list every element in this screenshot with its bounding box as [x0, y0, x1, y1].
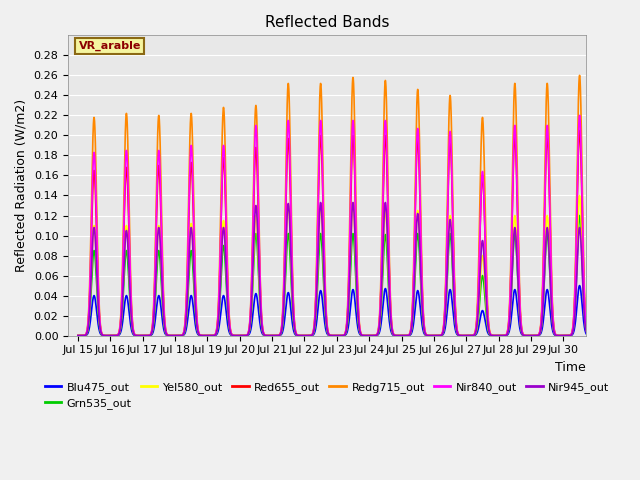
Blu475_out	[513, 296, 520, 302]
Redg715_out	[180, 328, 188, 334]
Legend: Blu475_out, Grn535_out, Yel580_out, Red655_out, Redg715_out, Nir840_out, Nir945_: Blu475_out, Grn535_out, Yel580_out, Red6…	[40, 377, 614, 413]
Blu475_out	[586, 333, 594, 338]
Nir945_out	[592, 333, 600, 338]
Blu475_out	[403, 333, 411, 338]
Grn535_out	[482, 302, 490, 308]
Blu475_out	[576, 283, 584, 288]
Grn535_out	[403, 333, 411, 338]
Redg715_out	[449, 176, 456, 181]
Blu475_out	[74, 333, 82, 338]
Nir840_out	[403, 333, 411, 338]
Nir840_out	[586, 333, 594, 338]
Red655_out	[74, 333, 82, 338]
Grn535_out	[592, 333, 600, 338]
Yel580_out	[592, 333, 600, 338]
Nir945_out	[513, 251, 520, 256]
Nir945_out	[180, 331, 188, 336]
Yel580_out	[482, 293, 490, 299]
Nir945_out	[449, 261, 456, 267]
Nir840_out	[482, 251, 490, 256]
Grn535_out	[513, 252, 520, 257]
Line: Nir945_out: Nir945_out	[78, 203, 596, 336]
Redg715_out	[513, 132, 520, 138]
Nir945_out	[381, 200, 389, 205]
Blu475_out	[592, 333, 600, 338]
Nir840_out	[449, 199, 456, 205]
Redg715_out	[576, 72, 584, 78]
Y-axis label: Reflected Radiation (W/m2): Reflected Radiation (W/m2)	[15, 99, 28, 272]
Nir945_out	[403, 333, 411, 338]
Yel580_out	[403, 333, 411, 338]
Nir945_out	[482, 288, 490, 294]
Yel580_out	[180, 331, 188, 336]
Nir840_out	[180, 329, 188, 335]
Blu475_out	[180, 332, 188, 338]
Yel580_out	[74, 333, 82, 338]
X-axis label: Time: Time	[556, 361, 586, 374]
Red655_out	[592, 333, 600, 338]
Red655_out	[576, 128, 584, 133]
Red655_out	[513, 174, 520, 180]
Nir945_out	[586, 333, 594, 338]
Line: Nir840_out: Nir840_out	[78, 115, 596, 336]
Redg715_out	[586, 333, 594, 338]
Line: Blu475_out: Blu475_out	[78, 286, 596, 336]
Line: Red655_out: Red655_out	[78, 131, 596, 336]
Red655_out	[449, 205, 456, 211]
Redg715_out	[482, 223, 490, 229]
Grn535_out	[576, 213, 584, 218]
Grn535_out	[180, 331, 188, 337]
Redg715_out	[592, 333, 600, 338]
Text: VR_arable: VR_arable	[79, 41, 141, 51]
Yel580_out	[576, 192, 584, 198]
Line: Redg715_out: Redg715_out	[78, 75, 596, 336]
Blu475_out	[482, 320, 490, 326]
Red655_out	[403, 333, 411, 338]
Nir840_out	[576, 112, 584, 118]
Redg715_out	[403, 333, 411, 338]
Grn535_out	[586, 333, 594, 338]
Redg715_out	[74, 333, 82, 338]
Yel580_out	[513, 237, 520, 243]
Red655_out	[180, 329, 188, 335]
Grn535_out	[449, 266, 456, 272]
Yel580_out	[449, 254, 456, 260]
Yel580_out	[586, 333, 594, 338]
Grn535_out	[74, 333, 82, 338]
Red655_out	[586, 333, 594, 338]
Red655_out	[482, 252, 490, 258]
Nir945_out	[74, 333, 82, 338]
Line: Grn535_out: Grn535_out	[78, 216, 596, 336]
Blu475_out	[449, 302, 456, 308]
Line: Yel580_out: Yel580_out	[78, 195, 596, 336]
Nir840_out	[74, 333, 82, 338]
Nir840_out	[592, 333, 600, 338]
Nir840_out	[513, 166, 520, 171]
Title: Reflected Bands: Reflected Bands	[265, 15, 389, 30]
